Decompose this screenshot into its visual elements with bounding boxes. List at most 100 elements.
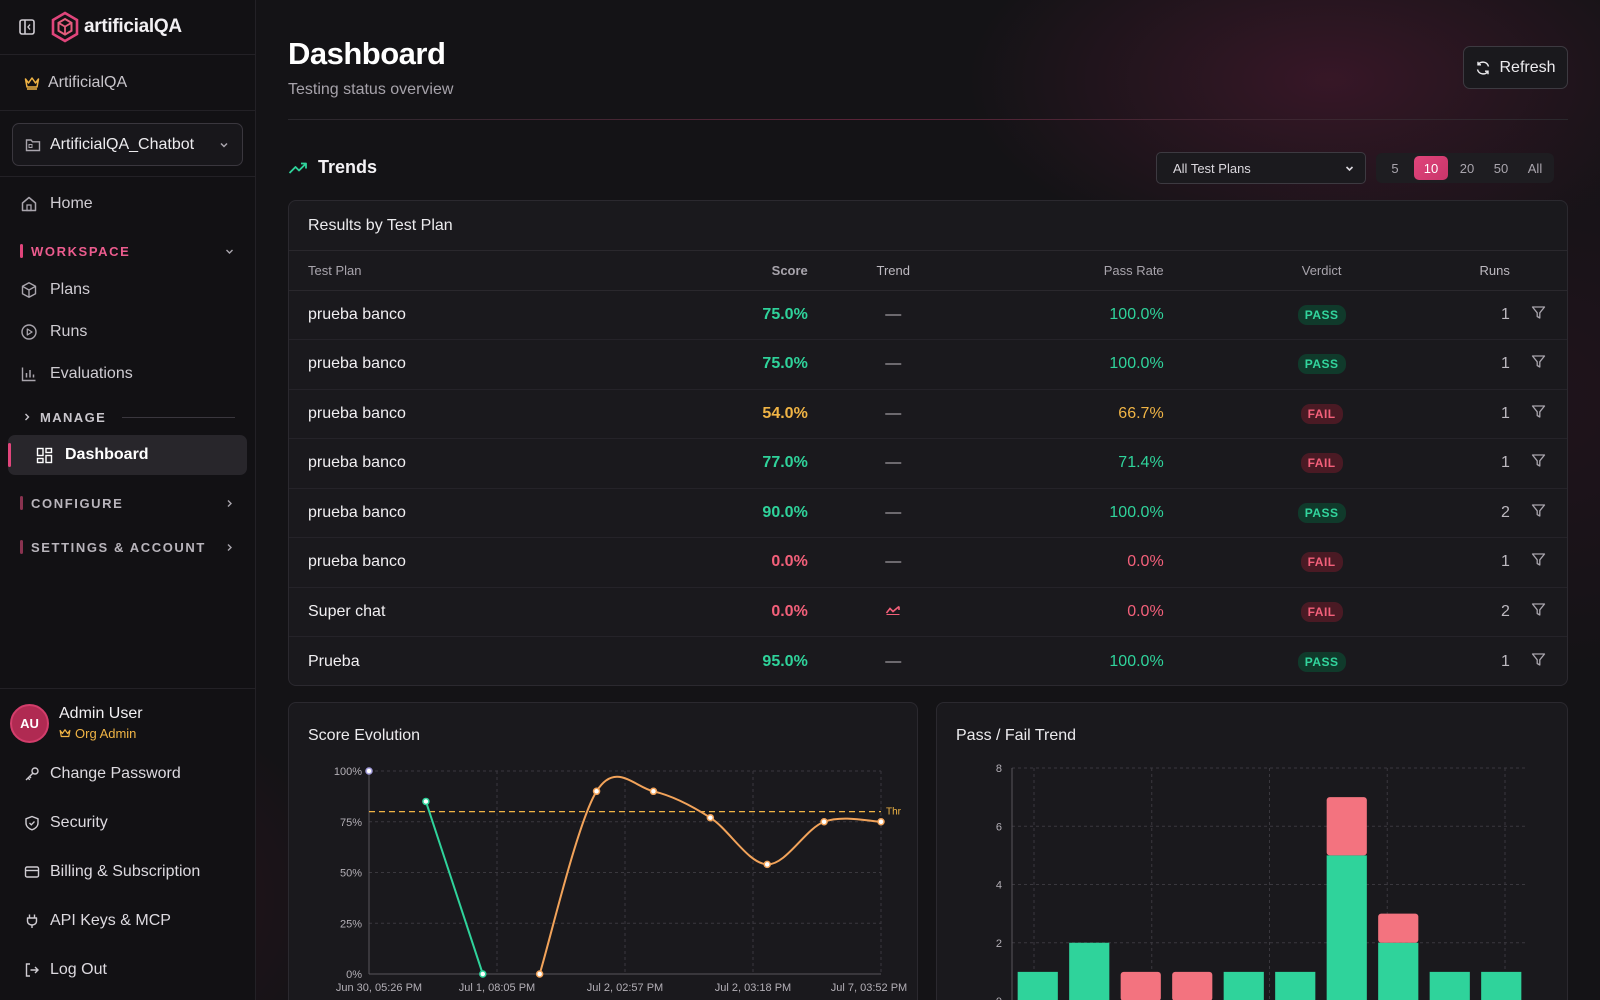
column-header-verdict[interactable]: Verdict (1163, 251, 1480, 291)
bar-pass[interactable] (1378, 942, 1419, 1000)
bar-fail[interactable] (1378, 913, 1419, 943)
table-row[interactable]: prueba banco 90.0% —100.0% PASS 2 (289, 488, 1567, 538)
data-point[interactable] (479, 970, 487, 978)
data-point[interactable] (706, 813, 715, 822)
page-size-50[interactable]: 50 (1493, 160, 1509, 176)
column-header-trend[interactable]: Trend (807, 251, 979, 291)
bar-pass[interactable] (1017, 971, 1058, 1000)
table-row[interactable]: prueba banco 77.0% —71.4% FAIL 1 (289, 438, 1567, 489)
filter-icon[interactable] (1531, 354, 1546, 369)
cell-filter (1509, 537, 1567, 588)
bar-fail[interactable] (1326, 797, 1367, 856)
bar-pass[interactable] (1223, 971, 1264, 1000)
api-keys-link[interactable]: API Keys & MCP (0, 896, 256, 945)
cell-verdict: FAIL (1163, 537, 1480, 588)
sidebar-item-home[interactable]: Home (0, 183, 255, 225)
bar-pass[interactable] (1275, 971, 1316, 1000)
bar-pass[interactable] (1429, 971, 1470, 1000)
page-size-10[interactable]: 10 (1414, 156, 1448, 180)
section-manage[interactable]: MANAGE (0, 401, 255, 433)
data-point[interactable] (763, 860, 771, 869)
filter-icon[interactable] (1531, 552, 1546, 567)
y-tick-label: 50% (340, 868, 362, 880)
sidebar: artificialQA ArtificialQA ArtificialQA_C… (0, 0, 256, 1000)
chevron-right-icon (227, 543, 232, 551)
sidebar-item-evaluations[interactable]: Evaluations (0, 353, 255, 395)
cell-plan: prueba banco (289, 339, 672, 390)
user-profile[interactable]: AU Admin User Org Admin (0, 699, 256, 747)
bar-pass[interactable] (1326, 855, 1367, 1000)
bar-pass[interactable] (1481, 971, 1522, 1000)
y-tick-label: 4 (996, 880, 1002, 892)
cell-trend: — (807, 290, 979, 340)
filter-icon[interactable] (1531, 503, 1546, 518)
table-row[interactable]: prueba banco 54.0% —66.7% FAIL 1 (289, 389, 1567, 439)
chevron-down-icon (1345, 165, 1354, 171)
filter-icon[interactable] (1531, 652, 1546, 667)
data-point[interactable] (592, 787, 601, 796)
data-point[interactable] (649, 787, 658, 796)
section-settings-account[interactable]: SETTINGS & ACCOUNT (0, 529, 255, 565)
column-header-score[interactable]: Score (671, 251, 808, 291)
table-row[interactable]: Super chat 0.0% 0.0% FAIL 2 (289, 587, 1567, 637)
data-point[interactable] (820, 818, 828, 826)
section-configure[interactable]: CONFIGURE (0, 485, 255, 521)
bar-fail[interactable] (1120, 971, 1161, 1000)
section-workspace[interactable]: WORKSPACE (0, 233, 255, 269)
cell-runs: 1 (1479, 339, 1510, 390)
security-link[interactable]: Security (0, 798, 256, 847)
bar-pass[interactable] (1069, 942, 1110, 1000)
page-size-5[interactable]: 5 (1391, 160, 1399, 176)
page-size-all[interactable]: All (1527, 160, 1543, 176)
cell-filter (1509, 389, 1567, 439)
column-header-plan[interactable]: Test Plan (289, 251, 672, 291)
cell-pass-rate: 71.4% (978, 438, 1164, 489)
bar-fail[interactable] (1172, 971, 1213, 1000)
test-plan-filter[interactable]: All Test Plans (1156, 152, 1366, 184)
table-row[interactable]: Prueba 95.0% — 100.0% PASS 1 (289, 637, 1567, 686)
x-tick-label: Jul 1, 08:05 PM (459, 982, 535, 994)
billing-link[interactable]: Billing & Subscription (0, 847, 256, 896)
table-row[interactable]: prueba banco 75.0% —100.0% PASS 1 (289, 339, 1567, 390)
project-selector[interactable]: ArtificialQA_Chatbot (12, 123, 243, 166)
status-badge: FAIL (1300, 601, 1343, 622)
table-row[interactable]: prueba banco 0.0% —0.0% FAIL 1 (289, 537, 1567, 588)
filter-icon[interactable] (1531, 305, 1546, 320)
y-tick-label: 2 (996, 938, 1002, 950)
refresh-button[interactable]: Refresh (1463, 46, 1568, 89)
cell-trend: — (885, 652, 902, 670)
filter-icon[interactable] (1531, 404, 1546, 419)
log-out-icon (25, 962, 39, 977)
sidebar-item-label: Evaluations (50, 365, 133, 382)
filter-icon[interactable] (1531, 602, 1546, 617)
page-size-selector: 5 10 20 50 All (1376, 153, 1554, 183)
cell-plan: prueba banco (289, 290, 672, 340)
cell-pass-rate: 100.0% (978, 290, 1164, 340)
trending-up-icon (288, 162, 307, 174)
chevron-right-icon (227, 499, 232, 507)
brand-logo[interactable]: artificialQA (50, 11, 182, 43)
page-title: Dashboard (288, 36, 446, 71)
data-point[interactable] (365, 767, 373, 775)
cell-filter (1509, 290, 1567, 340)
bar-chart-icon (21, 367, 36, 382)
cell-plan: prueba banco (289, 488, 672, 538)
sidebar-item-plans[interactable]: Plans (0, 269, 255, 311)
cell-runs: 1 (1479, 438, 1510, 489)
cell-trend: — (807, 339, 979, 390)
org-switcher[interactable]: ArtificialQA (0, 55, 255, 111)
sidebar-item-dashboard[interactable]: Dashboard (8, 435, 247, 475)
data-point[interactable] (422, 797, 430, 806)
sidebar-collapse-icon[interactable] (18, 18, 36, 36)
column-header-pass-rate[interactable]: Pass Rate (978, 251, 1164, 291)
table-row[interactable]: prueba banco 75.0% —100.0% PASS 1 (289, 290, 1567, 340)
column-header-runs[interactable]: Runs (1479, 251, 1510, 291)
cell-trend: — (807, 488, 979, 538)
filter-icon[interactable] (1531, 453, 1546, 468)
log-out-link[interactable]: Log Out (0, 945, 256, 994)
data-point[interactable] (877, 818, 885, 826)
change-password-link[interactable]: Change Password (0, 749, 256, 798)
sidebar-item-runs[interactable]: Runs (0, 311, 255, 353)
data-point[interactable] (535, 970, 544, 978)
page-size-20[interactable]: 20 (1459, 160, 1475, 176)
